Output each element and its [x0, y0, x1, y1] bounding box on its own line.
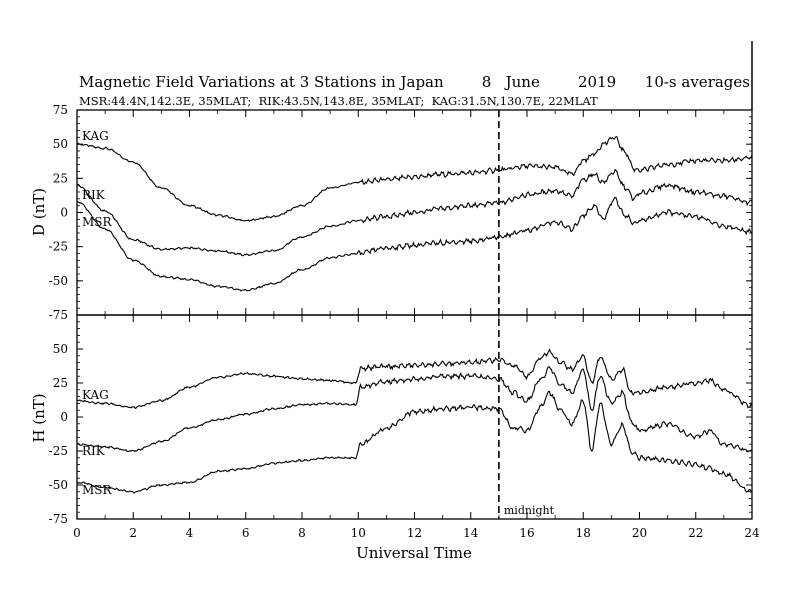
bottom-panel-frame: [76, 314, 753, 520]
chart-title: Magnetic Field Variations at 3 Stations …: [79, 73, 750, 91]
top-panel-ticks: 75 50 25 0 -25 -50 -75: [49, 103, 753, 322]
y-tick-label: -75: [49, 308, 68, 322]
top-y-axis-label: D (nT): [30, 188, 48, 236]
y-tick-label: -75: [49, 512, 68, 526]
y-tick-label: 0: [60, 410, 68, 424]
series-line-kag: [76, 348, 753, 410]
series-label-kag: KAG: [82, 388, 109, 402]
y-tick-label: 25: [53, 171, 68, 185]
series-label-kag: KAG: [82, 129, 109, 143]
x-tick-label: 20: [632, 526, 647, 540]
midnight-label: midnight: [504, 504, 555, 517]
chart-subtitle: MSR:44.4N,142.3E, 35MLAT; RIK:43.5N,143.…: [79, 94, 598, 108]
bottom-panel-series: KAG RIK MSR: [76, 348, 753, 497]
x-tick-label: 8: [298, 526, 306, 540]
y-tick-label: -50: [49, 274, 68, 288]
x-tick-label: 12: [407, 526, 422, 540]
x-tick-label: 18: [576, 526, 591, 540]
series-label-rik: RIK: [82, 444, 106, 458]
series-label-msr: MSR: [82, 215, 113, 229]
series-line-rik: [76, 366, 753, 453]
x-tick-label: 0: [73, 526, 81, 540]
series-label-rik: RIK: [82, 188, 106, 202]
series-line-msr: [76, 390, 753, 494]
x-tick-label: 22: [688, 526, 703, 540]
y-tick-label: 50: [53, 137, 68, 151]
x-tick-label: 24: [744, 526, 760, 540]
series-line-rik: [76, 168, 753, 257]
x-tick-label: 4: [186, 526, 194, 540]
y-tick-label: 25: [53, 376, 68, 390]
y-tick-label: -25: [49, 240, 68, 254]
y-tick-label: -50: [49, 478, 68, 492]
x-tick-label: 14: [463, 526, 479, 540]
bottom-y-axis-label: H (nT): [30, 393, 48, 442]
top-panel-series: KAG RIK MSR: [76, 129, 753, 292]
y-tick-label: -25: [49, 444, 68, 458]
x-tick-label: 6: [242, 526, 250, 540]
x-tick-label: 2: [129, 526, 137, 540]
x-tick-label: 16: [519, 526, 534, 540]
series-line-kag: [76, 135, 753, 222]
x-axis-label: Universal Time: [356, 544, 472, 562]
y-tick-label: 50: [53, 342, 68, 356]
y-tick-label: 0: [60, 206, 68, 220]
x-tick-label: 10: [351, 526, 366, 540]
y-tick-label: 75: [53, 103, 68, 117]
series-line-msr: [76, 196, 753, 292]
series-label-msr: MSR: [82, 483, 113, 497]
top-panel-frame: [76, 109, 753, 316]
